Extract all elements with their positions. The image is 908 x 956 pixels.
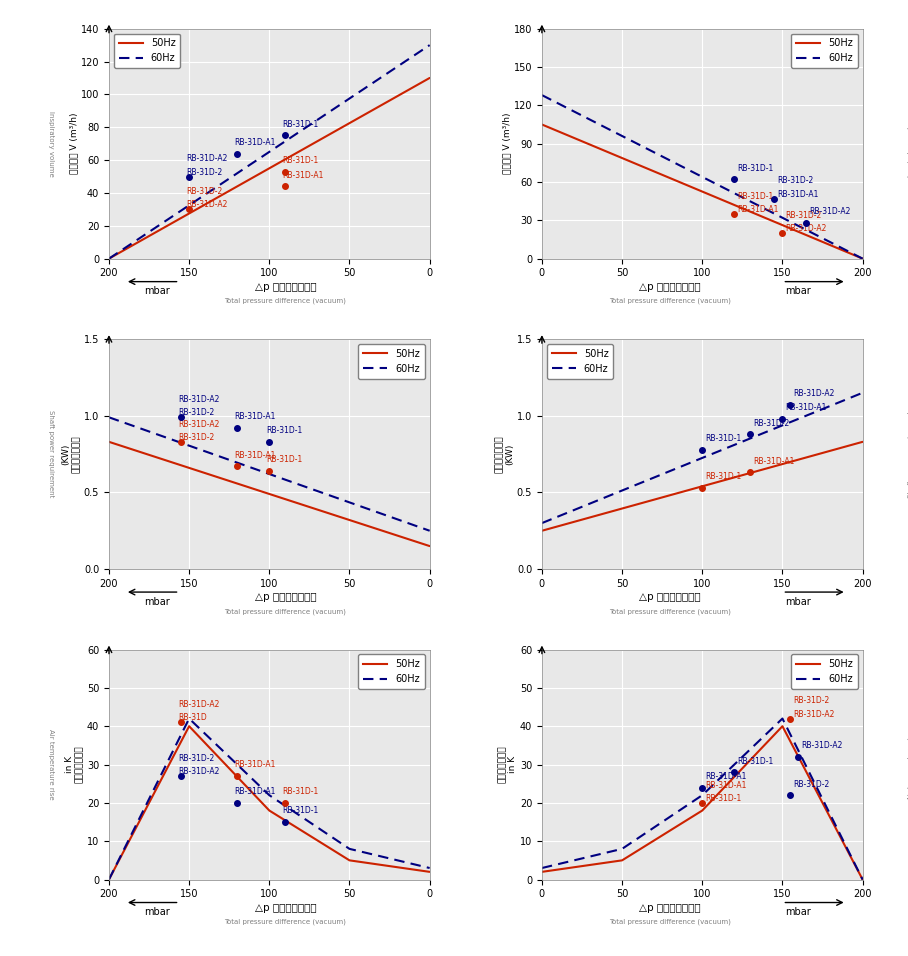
Y-axis label: (KW)
轴功率输出要求: (KW) 轴功率输出要求 (62, 435, 81, 473)
Text: RB-31D-1: RB-31D-1 (706, 793, 742, 803)
Text: mbar: mbar (785, 597, 812, 607)
Text: RB-31D-A2: RB-31D-A2 (794, 709, 835, 719)
Y-axis label: in K
气体温度上升值: in K 气体温度上升值 (64, 746, 84, 783)
Y-axis label: 量吃风量 V (m³/h): 量吃风量 V (m³/h) (502, 113, 511, 174)
Text: Total pressure difference (vacuum): Total pressure difference (vacuum) (224, 919, 346, 925)
Text: Total pressure difference (vacuum): Total pressure difference (vacuum) (224, 608, 346, 615)
Text: Total pressure difference (vacuum): Total pressure difference (vacuum) (609, 297, 731, 304)
Text: mbar: mbar (144, 286, 170, 296)
Text: RB-31D-A1: RB-31D-A1 (706, 781, 747, 790)
Text: RB-31D-1: RB-31D-1 (737, 163, 774, 173)
Text: mbar: mbar (785, 907, 812, 917)
Text: RB-31D-2: RB-31D-2 (754, 419, 790, 427)
Text: RB-31D-1: RB-31D-1 (282, 807, 319, 815)
Text: RB-31D-A1: RB-31D-A1 (234, 788, 275, 796)
Text: RB-31D-1: RB-31D-1 (266, 426, 302, 435)
Text: RB-31D-2: RB-31D-2 (178, 433, 214, 442)
Text: Total pressure difference (vacuum): Total pressure difference (vacuum) (224, 297, 346, 304)
Text: RB-31D: RB-31D (178, 713, 207, 723)
Text: RB-31D-A2: RB-31D-A2 (810, 207, 851, 216)
Text: RB-31D-A1: RB-31D-A1 (754, 457, 794, 466)
Text: RB-31D-A1: RB-31D-A1 (737, 205, 779, 214)
Text: RB-31D-1: RB-31D-1 (706, 472, 742, 481)
Text: RB-31D-1: RB-31D-1 (282, 120, 319, 129)
Text: mbar: mbar (144, 907, 170, 917)
Legend: 50Hz, 60Hz: 50Hz, 60Hz (547, 344, 613, 379)
Text: △p 总压差（真空）: △p 总压差（真空） (639, 282, 701, 292)
Text: mbar: mbar (144, 597, 170, 607)
Text: Total pressure difference (vacuum): Total pressure difference (vacuum) (609, 919, 731, 925)
Text: RB-31D-A1: RB-31D-A1 (234, 138, 275, 147)
Text: △p 总压差（真空）: △p 总压差（真空） (254, 902, 316, 913)
Text: RB-31D-A1: RB-31D-A1 (234, 412, 275, 422)
Text: RB-31D-1: RB-31D-1 (706, 434, 742, 443)
Text: RB-31D-2: RB-31D-2 (794, 696, 830, 706)
Text: RB-31D-A2: RB-31D-A2 (802, 741, 843, 750)
Text: RB-31D-2: RB-31D-2 (186, 167, 222, 177)
Legend: 50Hz, 60Hz: 50Hz, 60Hz (359, 344, 425, 379)
Y-axis label: 量吃风量 V (m³/h): 量吃风量 V (m³/h) (69, 113, 78, 174)
Text: RB-31D-2: RB-31D-2 (178, 754, 214, 763)
Text: RB-31D-2: RB-31D-2 (777, 177, 814, 185)
Text: RB-31D-A2: RB-31D-A2 (186, 154, 227, 163)
Text: RB-31D-A2: RB-31D-A2 (186, 201, 227, 209)
Text: Air temperature rise: Air temperature rise (48, 729, 54, 800)
Text: RB-31D-2: RB-31D-2 (785, 211, 822, 220)
Text: RB-31D-A1: RB-31D-A1 (234, 760, 275, 770)
Text: △p 总压差（真空）: △p 总压差（真空） (639, 902, 701, 913)
Text: mbar: mbar (785, 286, 812, 296)
Text: △p 总压差（真空）: △p 总压差（真空） (639, 592, 701, 602)
Legend: 50Hz, 60Hz: 50Hz, 60Hz (359, 655, 425, 689)
Text: RB-31D-2: RB-31D-2 (794, 780, 830, 789)
Text: Total pressure difference (vacuum): Total pressure difference (vacuum) (609, 608, 731, 615)
Y-axis label: 轴功率输出要求
(KW): 轴功率输出要求 (KW) (495, 435, 514, 473)
Text: △p 总压差（真空）: △p 总压差（真空） (254, 282, 316, 292)
Text: Shaft power requirement: Shaft power requirement (48, 410, 54, 498)
Text: RB-31D-1: RB-31D-1 (737, 192, 774, 201)
Text: RB-31D-A2: RB-31D-A2 (794, 389, 835, 399)
Y-axis label: 气体温度上升值
in K: 气体温度上升值 in K (498, 746, 517, 783)
Text: RB-31D-A1: RB-31D-A1 (282, 171, 323, 180)
Legend: 50Hz, 60Hz: 50Hz, 60Hz (114, 33, 181, 68)
Text: RB-31D-1: RB-31D-1 (266, 455, 302, 465)
Text: RB-31D-A2: RB-31D-A2 (178, 395, 220, 404)
Text: RB-31D-1: RB-31D-1 (737, 756, 774, 766)
Text: RB-31D-1: RB-31D-1 (282, 156, 319, 165)
Legend: 50Hz, 60Hz: 50Hz, 60Hz (791, 33, 858, 68)
Text: Inspiratory volume: Inspiratory volume (48, 111, 54, 177)
Legend: 50Hz, 60Hz: 50Hz, 60Hz (791, 655, 858, 689)
Text: RB-31D-A2: RB-31D-A2 (178, 420, 220, 428)
Text: △p 总压差（真空）: △p 总压差（真空） (254, 592, 316, 602)
Text: RB-31D-A2: RB-31D-A2 (785, 224, 827, 233)
Text: RB-31D-A2: RB-31D-A2 (178, 700, 220, 709)
Text: RB-31D-1: RB-31D-1 (282, 788, 319, 796)
Text: RB-31D-A1: RB-31D-A1 (785, 403, 827, 412)
Text: RB-31D-2: RB-31D-2 (186, 187, 222, 196)
Text: RB-31D-A2: RB-31D-A2 (178, 767, 220, 776)
Text: RB-31D-A1: RB-31D-A1 (234, 451, 275, 460)
Text: RB-31D-A1: RB-31D-A1 (706, 771, 747, 781)
Text: RB-31D-2: RB-31D-2 (178, 408, 214, 418)
Text: RB-31D-A1: RB-31D-A1 (777, 189, 819, 199)
